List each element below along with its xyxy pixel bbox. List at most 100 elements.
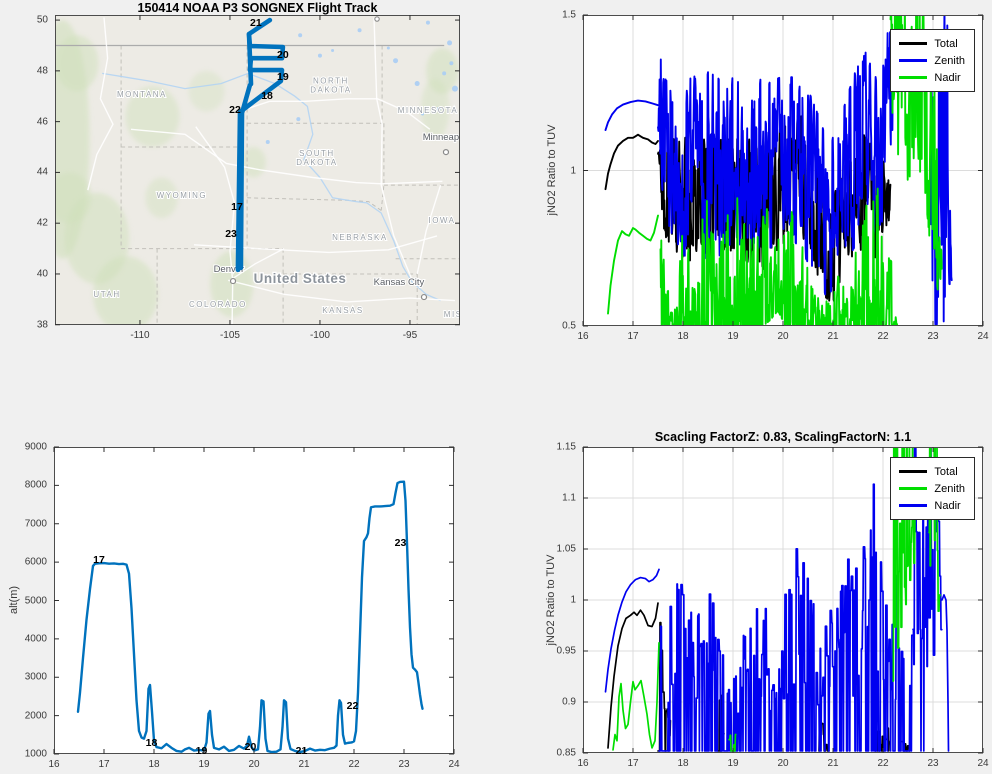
lake xyxy=(421,112,425,116)
waypoint-label: 23 xyxy=(225,228,237,241)
series-path-nadir xyxy=(659,187,899,326)
flight-track-path xyxy=(246,31,254,87)
waypoint-label: 22 xyxy=(346,699,359,712)
x-tick-label: 16 xyxy=(48,759,60,770)
map-canvas: MONTANA NORTH DAKOTA MINNESOTA SOUTH DAKOTA WY… xyxy=(55,15,460,326)
y-tick-label: 1 xyxy=(570,594,576,606)
x-tick-label: -105 xyxy=(219,330,240,341)
x-tick-label: 24 xyxy=(977,758,989,769)
x-tick-label: 21 xyxy=(827,758,839,769)
series-path-zenith xyxy=(657,31,894,296)
altitude-plot: 16 17 18 19 20 21 22 23 24 1000 2000 3000 4000 5000 60… xyxy=(25,442,460,771)
state-border xyxy=(380,123,385,211)
x-tick-label: 16 xyxy=(577,758,589,769)
legend-item-label: Nadir xyxy=(934,499,961,512)
waypoint-label: 17 xyxy=(93,554,105,567)
city-label: Kansas City xyxy=(374,277,425,288)
road xyxy=(195,126,236,325)
city-label: Minneap xyxy=(423,132,459,143)
road xyxy=(229,247,285,281)
state-label-line: KANSAS xyxy=(322,306,363,315)
series-path-nadir xyxy=(607,214,659,315)
x-tick-label: 20 xyxy=(248,759,260,770)
x-tick-label: -100 xyxy=(309,330,330,341)
legend-line-sample xyxy=(899,59,928,62)
legend-item-label: Total xyxy=(934,465,958,478)
waypoint-label: 19 xyxy=(277,70,289,83)
state-label: COLORADO xyxy=(189,300,247,309)
x-tick-label: 20 xyxy=(777,331,789,342)
state-label: MINNESOTA xyxy=(398,106,458,115)
x-tick-label: 19 xyxy=(727,331,739,342)
state-label-line: IOWA xyxy=(428,216,455,225)
lake xyxy=(386,46,390,50)
legend-line-sample xyxy=(899,470,928,473)
terrain-patch xyxy=(145,177,178,219)
waypoint-label: 21 xyxy=(250,17,262,30)
series-path-total xyxy=(604,133,659,191)
jno2-ratio-plot: 16 17 18 19 20 21 22 23 24 0.5 1 1.5 Total Zenith Nadi… xyxy=(562,10,988,343)
y-tick-label: 1 xyxy=(570,165,576,176)
river xyxy=(102,72,441,302)
y-tick-label: 38 xyxy=(36,319,48,331)
state-border xyxy=(247,197,382,211)
lake xyxy=(449,61,454,66)
state-label-line: MIS xyxy=(444,310,463,319)
legend-item-label: Zenith xyxy=(934,54,965,67)
state-label-line: DAKOTA xyxy=(296,158,337,167)
state-label-line: WYOMING xyxy=(157,191,208,200)
road xyxy=(373,17,413,280)
lake xyxy=(425,20,430,25)
legend-item-nadir: Nadir xyxy=(899,497,965,514)
y-tick-label: 0.5 xyxy=(562,320,576,332)
x-tick-label: 21 xyxy=(298,759,310,770)
series-path-nadir xyxy=(658,483,914,752)
map-layers: MONTANA NORTH DAKOTA MINNESOTA SOUTH DAKOTA WY… xyxy=(55,16,463,325)
series-path-total xyxy=(657,115,892,302)
lake xyxy=(298,33,303,38)
terrain-patch xyxy=(55,35,99,92)
scaled-jno2-ratio-plot: 16 17 18 19 20 21 22 23 24 0.85 0.9 0.95 1 1.05 1.1 1.1… xyxy=(557,442,989,770)
legend-line-sample xyxy=(899,76,928,79)
state-label: NORTH DAKOTA xyxy=(310,77,351,95)
x-tick-label: 19 xyxy=(198,759,210,770)
state-label-line: SOUTH xyxy=(299,149,335,158)
waypoint-label: 18 xyxy=(261,89,273,102)
lake xyxy=(265,139,270,144)
legend-item-zenith: Zenith xyxy=(899,52,965,69)
y-tick-label: 46 xyxy=(36,116,48,128)
y-tick-label: 1.15 xyxy=(556,441,576,453)
y-tick-label: 7000 xyxy=(24,518,47,530)
waypoint-label: 17 xyxy=(231,200,243,213)
terrain-patch xyxy=(125,86,180,148)
y-tick-label: 6000 xyxy=(24,556,47,568)
series-path-nadir xyxy=(941,594,950,752)
y-tick-label: 1.5 xyxy=(562,9,576,21)
y-tick-label: 4000 xyxy=(24,633,47,645)
state-label-line: MONTANA xyxy=(117,90,167,99)
waypoint-label: 20 xyxy=(244,741,257,754)
city-marker xyxy=(374,16,380,22)
x-tick-label: 16 xyxy=(577,331,589,342)
jno2-ratio-ylabel: jNO2 Ratio to TUV xyxy=(546,124,558,216)
legend-item-label: Nadir xyxy=(934,71,961,84)
chart-canvas xyxy=(53,446,455,755)
x-tick-label: 17 xyxy=(627,758,639,769)
terrain-patch xyxy=(240,147,266,178)
y-tick-label: 0.9 xyxy=(562,696,576,708)
series-path-total xyxy=(607,602,659,749)
state-label-line: MINNESOTA xyxy=(398,106,458,115)
legend: Total Zenith Nadir xyxy=(890,457,975,520)
legend-item-zenith: Zenith xyxy=(899,480,965,497)
series-path-altitude xyxy=(76,480,424,754)
waypoint-label: 19 xyxy=(195,744,208,757)
plot-area xyxy=(54,447,454,754)
x-tick-label: 22 xyxy=(877,758,889,769)
x-tick-label: 23 xyxy=(927,331,939,342)
x-tick-label: 19 xyxy=(727,758,739,769)
lake xyxy=(357,28,362,33)
legend-line-sample xyxy=(899,42,928,45)
road xyxy=(235,98,431,130)
y-tick-label: 8000 xyxy=(24,479,47,491)
x-tick-label: -95 xyxy=(402,330,418,341)
